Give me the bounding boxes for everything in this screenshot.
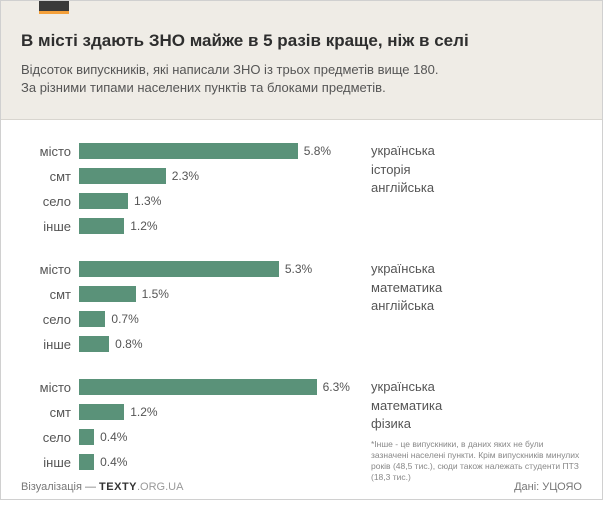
bar [79, 404, 124, 420]
bar-track: 0.8% [79, 336, 351, 352]
bar [79, 454, 94, 470]
bar-value: 0.7% [111, 312, 138, 326]
bar-value: 6.3% [323, 380, 350, 394]
bar-row: місто 5.8% [21, 140, 351, 162]
bar-track: 1.2% [79, 218, 351, 234]
bar [79, 168, 166, 184]
chart-title: В місті здають ЗНО майже в 5 разів краще… [21, 31, 582, 51]
bar-row: інше 1.2% [21, 215, 351, 237]
bar [79, 336, 109, 352]
bar-track: 1.2% [79, 404, 351, 420]
bar-track: 2.3% [79, 168, 351, 184]
chart-group: місто 5.3% смт 1.5% село 0.7% інше 0.8% українсь… [21, 258, 582, 358]
bar-value: 2.3% [172, 169, 199, 183]
subjects-column: українськаісторіяанглійська [351, 140, 582, 240]
bar-value: 0.8% [115, 337, 142, 351]
subject-label: математика [371, 397, 582, 415]
bar-track: 0.4% [79, 429, 351, 445]
bar-track: 5.3% [79, 261, 351, 277]
viz-prefix: Візуалізація — [21, 481, 96, 493]
brand-marker-accent [39, 11, 69, 14]
footer: Візуалізація — TEXTY.ORG.UA Дані: УЦОЯО [21, 481, 582, 493]
category-label: місто [21, 144, 79, 159]
bar-value: 1.5% [142, 287, 169, 301]
bar-row: місто 6.3% [21, 376, 351, 398]
category-label: село [21, 430, 79, 445]
bar-value: 0.4% [100, 455, 127, 469]
bar-track: 1.3% [79, 193, 351, 209]
subtitle-line-1: Відсоток випускників, які написали ЗНО і… [21, 62, 438, 77]
bar-value: 1.3% [134, 194, 161, 208]
subject-label: історія [371, 161, 582, 179]
bar-track: 5.8% [79, 143, 351, 159]
bars-column: місто 5.3% смт 1.5% село 0.7% інше 0.8% [21, 258, 351, 358]
subject-label: математика [371, 279, 582, 297]
bar-value: 1.2% [130, 405, 157, 419]
footnote: *Інше - це випускники, в даних яких не б… [371, 439, 582, 483]
bar-value: 5.8% [304, 144, 331, 158]
subject-label: англійська [371, 297, 582, 315]
infographic-frame: В місті здають ЗНО майже в 5 разів краще… [0, 0, 603, 500]
bar [79, 379, 317, 395]
bar-row: село 1.3% [21, 190, 351, 212]
bars-column: місто 6.3% смт 1.2% село 0.4% інше 0.4% [21, 376, 351, 483]
bar-value: 1.2% [130, 219, 157, 233]
footer-source: Дані: УЦОЯО [514, 481, 582, 493]
bar [79, 218, 124, 234]
subject-label: українська [371, 260, 582, 278]
bar-track: 0.4% [79, 454, 351, 470]
category-label: інше [21, 337, 79, 352]
bar-row: інше 0.4% [21, 451, 351, 473]
chart-area: місто 5.8% смт 2.3% село 1.3% інше 1.2% українсь… [1, 120, 602, 505]
bar-row: село 0.4% [21, 426, 351, 448]
category-label: інше [21, 219, 79, 234]
subjects-column: українськаматематикаанглійська [351, 258, 582, 358]
subjects-column: українськаматематикафізика *Інше - це вип… [351, 376, 582, 483]
bar [79, 311, 105, 327]
bar-row: місто 5.3% [21, 258, 351, 280]
subtitle-line-2: За різними типами населених пунктів та б… [21, 80, 386, 95]
bar-track: 6.3% [79, 379, 351, 395]
subject-label: англійська [371, 179, 582, 197]
bar-value: 0.4% [100, 430, 127, 444]
bar [79, 261, 279, 277]
brand-marker-dark [39, 1, 69, 11]
subject-label: фізика [371, 415, 582, 433]
bar-track: 0.7% [79, 311, 351, 327]
category-label: смт [21, 169, 79, 184]
header-block: В місті здають ЗНО майже в 5 разів краще… [1, 1, 602, 120]
brand-light: .ORG.UA [137, 481, 183, 493]
subject-label: українська [371, 378, 582, 396]
bar-row: інше 0.8% [21, 333, 351, 355]
bar-value: 5.3% [285, 262, 312, 276]
brand-bold: TEXTY [99, 481, 137, 493]
bar [79, 429, 94, 445]
bar-row: смт 1.2% [21, 401, 351, 423]
category-label: інше [21, 455, 79, 470]
category-label: смт [21, 287, 79, 302]
bar-row: село 0.7% [21, 308, 351, 330]
subject-label: українська [371, 142, 582, 160]
bar-row: смт 1.5% [21, 283, 351, 305]
category-label: смт [21, 405, 79, 420]
category-label: село [21, 312, 79, 327]
bar-track: 1.5% [79, 286, 351, 302]
bar [79, 193, 128, 209]
chart-group: місто 5.8% смт 2.3% село 1.3% інше 1.2% українсь… [21, 140, 582, 240]
category-label: село [21, 194, 79, 209]
bar [79, 286, 136, 302]
chart-group: місто 6.3% смт 1.2% село 0.4% інше 0.4% українсь… [21, 376, 582, 483]
bars-column: місто 5.8% смт 2.3% село 1.3% інше 1.2% [21, 140, 351, 240]
footer-credit: Візуалізація — TEXTY.ORG.UA [21, 481, 183, 493]
category-label: місто [21, 262, 79, 277]
chart-subtitle: Відсоток випускників, які написали ЗНО і… [21, 61, 582, 97]
bar [79, 143, 298, 159]
bar-row: смт 2.3% [21, 165, 351, 187]
category-label: місто [21, 380, 79, 395]
